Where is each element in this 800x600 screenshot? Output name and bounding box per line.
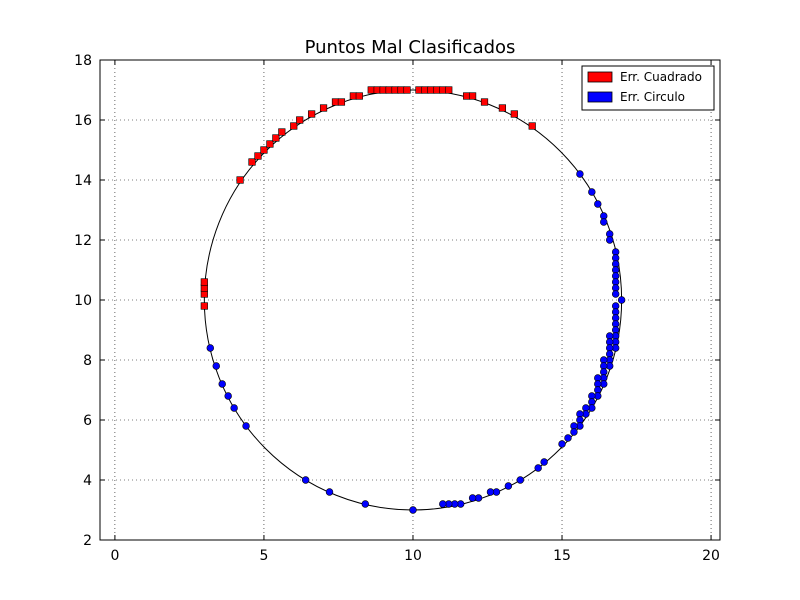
data-point-square [278,128,286,136]
data-point-square [319,104,328,112]
x-tick-label: 15 [553,548,571,564]
data-point-circle [540,458,548,466]
data-point-square [415,86,423,94]
data-point-circle [504,482,513,490]
data-point-square [463,92,471,100]
data-point-square [421,86,429,94]
data-point-circle [558,440,566,448]
legend-swatch [587,91,613,103]
data-point-square [498,104,507,112]
data-point-circle [534,464,542,472]
data-point-square [349,92,357,100]
data-point-square [468,92,477,100]
data-point-square [445,86,453,94]
y-tick-label: 18 [74,53,92,69]
x-tick-label: 5 [259,548,268,564]
data-point-square [236,176,244,184]
data-point-circle [206,344,214,352]
data-point-circle [439,500,447,508]
data-point-square [296,116,304,124]
data-point-square [439,86,447,94]
legend-label: Err. Circulo [620,90,685,104]
data-point-circle [576,170,584,178]
data-point-square [308,110,316,118]
data-point-square [200,302,208,310]
data-point-circle [486,488,495,496]
data-point-square [331,98,340,106]
data-point-circle [224,392,232,400]
data-point-circle [409,506,417,514]
legend: Err. Cuadrado Err. Circulo [581,65,715,111]
data-point-circle [361,500,369,508]
grid [100,60,720,540]
data-point-square [200,278,208,286]
legend-label: Err. Cuadrado [620,70,702,84]
data-point-square [373,86,381,94]
y-tick-label: 8 [83,353,92,369]
data-point-square [355,92,363,100]
data-point-square [337,98,346,106]
data-point-circle [570,428,578,436]
data-point-circle [564,434,572,442]
data-point-circle [588,188,596,196]
data-point-square [290,122,298,130]
data-point-circle [516,476,524,484]
data-point-square [433,86,441,94]
data-point-square [403,86,411,94]
data-point-circle [600,218,608,226]
y-tick-label: 12 [74,233,92,249]
y-tick-label: 10 [74,293,92,309]
data-point-square [248,158,256,166]
data-point-circle [606,236,614,244]
axis-ticks: 0 5 10 15 20 2 4 6 8 10 12 14 16 18 [74,53,720,564]
data-point-circle [230,404,238,412]
data-points [200,86,626,514]
data-point-circle [218,380,226,388]
data-point-circle [468,494,477,502]
data-point-square [260,146,268,154]
data-point-circle [611,290,620,298]
data-point-square [510,110,518,118]
data-point-square [480,98,489,106]
data-point-square [379,86,387,94]
data-point-square [391,86,399,94]
data-point-circle [325,488,334,496]
data-point-square [397,86,405,94]
data-point-square [427,86,435,94]
data-point-square [266,140,274,148]
data-point-square [254,152,262,160]
y-tick-label: 4 [83,473,92,489]
data-point-circle [617,296,626,304]
data-point-circle [594,200,602,208]
legend-swatch [587,71,613,83]
data-point-circle [301,476,310,484]
data-point-square [528,122,536,130]
data-point-circle [212,362,220,370]
data-point-square [272,134,280,142]
data-point-circle [242,422,250,430]
data-point-square [200,284,208,292]
data-point-square [200,290,208,298]
x-tick-label: 10 [404,548,422,564]
y-tick-label: 2 [83,533,92,549]
y-tick-label: 16 [74,113,92,129]
y-tick-label: 6 [83,413,92,429]
x-tick-label: 0 [110,548,119,564]
data-point-square [385,86,393,94]
chart-title: Puntos Mal Clasificados [305,37,516,58]
x-tick-label: 20 [702,548,720,564]
y-tick-label: 14 [74,173,92,189]
data-point-square [367,86,375,94]
